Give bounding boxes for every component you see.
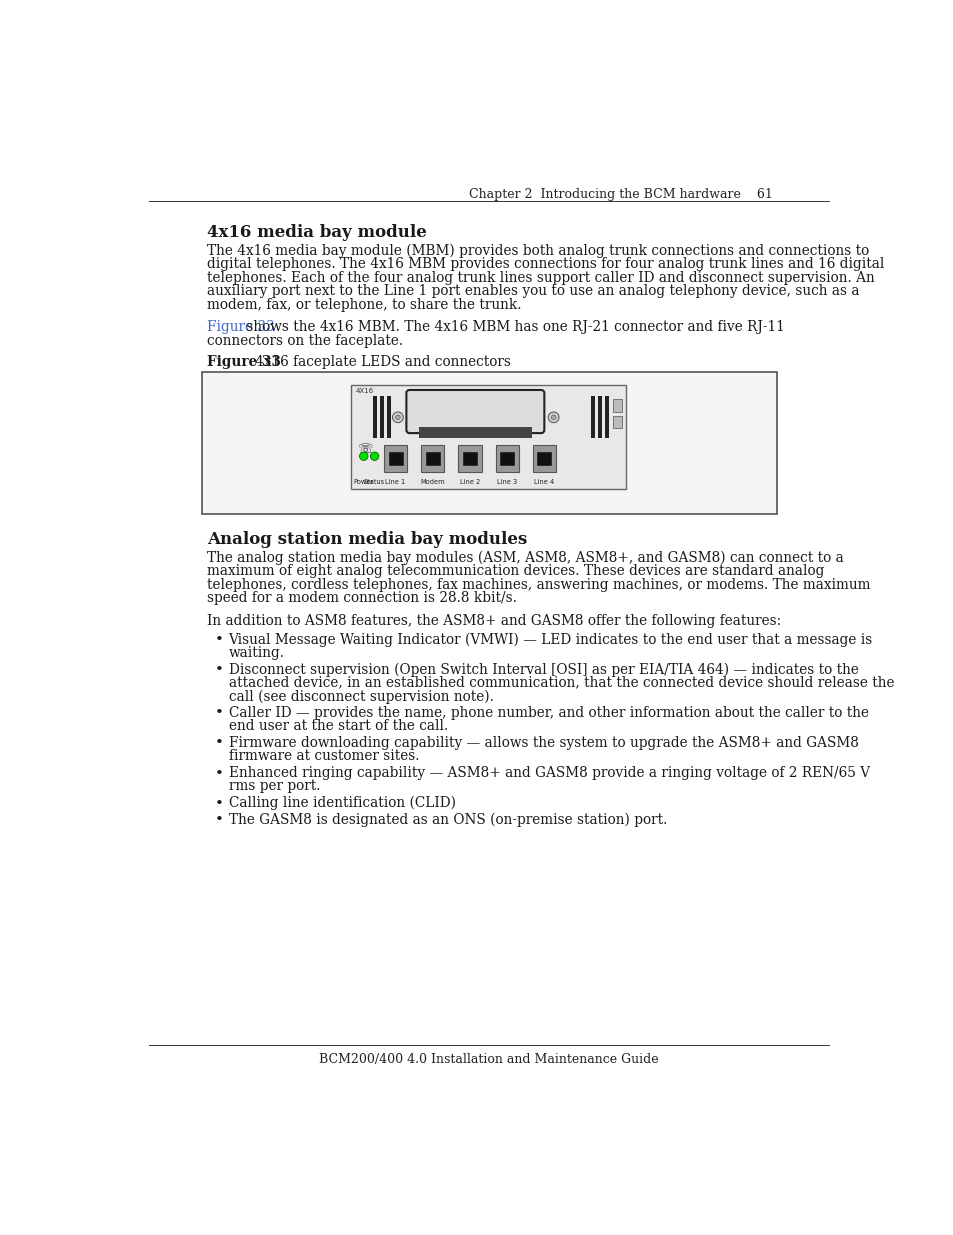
Text: modem, fax, or telephone, to share the trunk.: modem, fax, or telephone, to share the t…	[207, 298, 520, 311]
Text: •: •	[214, 736, 223, 751]
Text: •: •	[214, 663, 223, 677]
Bar	[462, 452, 476, 466]
Text: end user at the start of the call.: end user at the start of the call.	[229, 719, 447, 734]
Circle shape	[392, 412, 403, 422]
Text: Enhanced ringing capability — ASM8+ and GASM8 provide a ringing voltage of 2 REN: Enhanced ringing capability — ASM8+ and …	[229, 766, 869, 779]
Bar	[418, 427, 532, 437]
Text: connectors on the faceplate.: connectors on the faceplate.	[207, 333, 402, 348]
Text: •: •	[214, 813, 223, 827]
Text: •: •	[214, 797, 223, 810]
Bar	[532, 445, 556, 472]
Text: Figure 33: Figure 33	[207, 320, 274, 335]
Text: Line 4: Line 4	[534, 478, 554, 484]
Bar	[420, 445, 444, 472]
FancyBboxPatch shape	[406, 390, 544, 433]
Text: Chapter 2  Introducing the BCM hardware    61: Chapter 2 Introducing the BCM hardware 6…	[468, 188, 772, 201]
Circle shape	[370, 452, 378, 461]
Text: rms per port.: rms per port.	[229, 779, 319, 793]
Bar	[383, 445, 407, 472]
Bar	[495, 445, 518, 472]
Text: call (see disconnect supervision note).: call (see disconnect supervision note).	[229, 689, 493, 704]
Bar	[388, 452, 402, 466]
Text: Line 1: Line 1	[385, 478, 405, 484]
Text: Modem: Modem	[420, 478, 445, 484]
Circle shape	[548, 412, 558, 422]
Text: •: •	[214, 632, 223, 647]
Text: Line 3: Line 3	[497, 478, 517, 484]
Bar	[425, 452, 439, 466]
Text: telephones, cordless telephones, fax machines, answering machines, or modems. Th: telephones, cordless telephones, fax mac…	[207, 578, 869, 592]
Bar	[387, 396, 391, 438]
Text: In addition to ASM8 features, the ASM8+ and GASM8 offer the following features:: In addition to ASM8 features, the ASM8+ …	[207, 614, 781, 629]
Bar	[373, 396, 376, 438]
Text: Status: Status	[364, 478, 385, 484]
Circle shape	[359, 452, 368, 461]
Text: waiting.: waiting.	[229, 646, 284, 659]
Text: The analog station media bay modules (ASM, ASM8, ASM8+, and GASM8) can connect t: The analog station media bay modules (AS…	[207, 551, 842, 566]
Text: Figure 33: Figure 33	[207, 354, 280, 369]
Text: Caller ID — provides the name, phone number, and other information about the cal: Caller ID — provides the name, phone num…	[229, 705, 867, 720]
Text: attached device, in an established communication, that the connected device shou: attached device, in an established commu…	[229, 676, 893, 689]
Text: Visual Message Waiting Indicator (VMWI) — LED indicates to the end user that a m: Visual Message Waiting Indicator (VMWI) …	[229, 632, 872, 647]
Bar	[499, 452, 514, 466]
Bar	[590, 396, 594, 438]
Text: Line 2: Line 2	[459, 478, 479, 484]
Text: shows the 4x16 MBM. The 4x16 MBM has one RJ-21 connector and five RJ-11: shows the 4x16 MBM. The 4x16 MBM has one…	[242, 320, 784, 335]
Bar	[612, 399, 621, 411]
Bar	[202, 372, 777, 514]
Text: telephones. Each of the four analog trunk lines support caller ID and disconnect: telephones. Each of the four analog trun…	[207, 270, 874, 284]
Text: ☏: ☏	[357, 443, 373, 456]
Text: 4x16 faceplate LEDS and connectors: 4x16 faceplate LEDS and connectors	[242, 354, 511, 369]
Bar	[457, 445, 481, 472]
Text: maximum of eight analog telecommunication devices. These devices are standard an: maximum of eight analog telecommunicatio…	[207, 564, 823, 578]
Bar	[612, 416, 621, 429]
Text: The GASM8 is designated as an ONS (on-premise station) port.: The GASM8 is designated as an ONS (on-pr…	[229, 813, 666, 826]
Text: Power: Power	[354, 478, 374, 484]
Text: BCM200/400 4.0 Installation and Maintenance Guide: BCM200/400 4.0 Installation and Maintena…	[318, 1053, 659, 1066]
Circle shape	[551, 415, 556, 420]
Text: •: •	[214, 767, 223, 781]
Bar	[379, 396, 383, 438]
Bar	[604, 396, 608, 438]
Text: digital telephones. The 4x16 MBM provides connections for four analog trunk line: digital telephones. The 4x16 MBM provide…	[207, 257, 883, 272]
Text: firmware at customer sites.: firmware at customer sites.	[229, 750, 418, 763]
Text: Firmware downloading capability — allows the system to upgrade the ASM8+ and GAS: Firmware downloading capability — allows…	[229, 736, 858, 750]
Bar	[598, 396, 601, 438]
Text: Analog station media bay modules: Analog station media bay modules	[207, 531, 526, 548]
Text: The 4x16 media bay module (MBM) provides both analog trunk connections and conne: The 4x16 media bay module (MBM) provides…	[207, 243, 868, 258]
Text: 4x16 media bay module: 4x16 media bay module	[207, 224, 426, 241]
Text: Disconnect supervision (Open Switch Interval [OSI] as per EIA/TIA 464) — indicat: Disconnect supervision (Open Switch Inte…	[229, 662, 858, 677]
Circle shape	[395, 415, 399, 420]
Bar	[351, 385, 626, 489]
Text: auxiliary port next to the Line 1 port enables you to use an analog telephony de: auxiliary port next to the Line 1 port e…	[207, 284, 859, 298]
Text: Calling line identification (CLID): Calling line identification (CLID)	[229, 795, 455, 810]
Text: speed for a modem connection is 28.8 kbit/s.: speed for a modem connection is 28.8 kbi…	[207, 592, 517, 605]
Bar	[537, 452, 551, 466]
Text: •: •	[214, 706, 223, 720]
Text: 4X16: 4X16	[355, 389, 373, 394]
